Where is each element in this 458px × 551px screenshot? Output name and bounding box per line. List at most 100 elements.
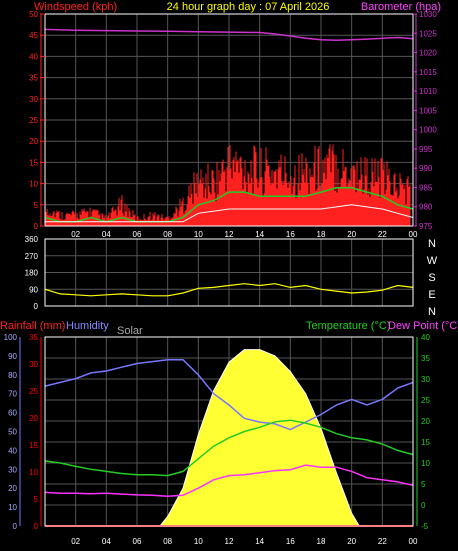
rainfall-tick-label: 30: [29, 360, 38, 369]
humidity-tick-label: 0: [13, 522, 18, 531]
humidity-axis-title: Humidity: [66, 320, 109, 332]
humidity-line: [44, 358, 414, 431]
time-tick-label: 08: [163, 230, 172, 239]
humidity-tick-label: 50: [8, 428, 17, 437]
temperature-tick-label: 10: [421, 459, 430, 468]
time-tick-label: 18: [317, 537, 326, 546]
humidity-tick-label: 30: [8, 465, 17, 474]
time-tick-label: 06: [133, 230, 142, 239]
dewpoint-axis-title: Dew Point (°C): [388, 320, 458, 332]
rainfall-tick-label: 5: [34, 495, 39, 504]
windspeed-tick-label: 30: [29, 95, 38, 104]
time-tick-label: 10: [194, 537, 203, 546]
direction-tick-label: 90: [29, 285, 38, 294]
time-tick-label: 22: [378, 230, 387, 239]
barometer-tick-label: 1005: [419, 106, 437, 115]
windspeed-tick-label: 0: [34, 222, 39, 231]
windspeed-tick-label: 5: [34, 201, 39, 210]
dewpoint-line: [44, 464, 414, 497]
time-tick-label: 08: [163, 537, 172, 546]
average-wind-line: [45, 204, 414, 223]
barometer-tick-label: 1000: [419, 126, 437, 135]
temperature-tick-label: 35: [421, 354, 430, 363]
windspeed-bars: [45, 144, 411, 226]
humidity-tick-label: 40: [8, 446, 17, 455]
time-tick-label: 18: [317, 230, 326, 239]
direction-label-w: W: [427, 255, 438, 267]
solar-area: [160, 349, 360, 526]
barometer-tick-label: 1030: [419, 10, 437, 19]
barometer-axis-title: Barometer (hpa): [361, 1, 441, 13]
humidity-tick-label: 90: [8, 352, 17, 361]
time-tick-label: 12: [225, 537, 234, 546]
humidity-tick-label: 80: [8, 371, 17, 380]
rainfall-tick-label: 25: [29, 387, 38, 396]
windspeed-tick-label: 20: [29, 137, 38, 146]
direction-tick-label: 180: [25, 269, 39, 278]
barometer-tick-label: 980: [419, 203, 433, 212]
temperature-tick-label: 0: [421, 501, 426, 510]
time-tick-label: 04: [102, 537, 111, 546]
direction-label-n-top: N: [428, 238, 436, 250]
chart-title: 24 hour graph day : 07 April 2026: [167, 1, 330, 13]
temperature-tick-label: 15: [421, 438, 430, 447]
rainfall-tick-label: 10: [29, 468, 38, 477]
windspeed-tick-label: 40: [29, 52, 38, 61]
windspeed-tick-label: 50: [29, 10, 38, 19]
barometer-tick-label: 990: [419, 164, 433, 173]
windspeed-axis-title: Windspeed (kph): [34, 1, 117, 13]
direction-tick-label: 270: [25, 252, 39, 261]
barometer-tick-label: 1025: [419, 29, 437, 38]
direction-label-n-bottom: N: [428, 306, 436, 318]
time-tick-label: 14: [255, 230, 264, 239]
temperature-line: [44, 419, 414, 477]
time-tick-label: 10: [194, 230, 203, 239]
rainfall-tick-label: 15: [29, 441, 38, 450]
time-tick-label: 04: [102, 230, 111, 239]
rainfall-tick-label: 35: [29, 333, 38, 342]
time-tick-label: 16: [286, 230, 295, 239]
temperature-tick-label: 20: [421, 417, 430, 426]
direction-label-s: S: [428, 272, 435, 284]
windspeed-tick-label: 25: [29, 116, 38, 125]
humidity-tick-label: 10: [8, 503, 17, 512]
barometer-line: [44, 28, 414, 41]
rainfall-axis-title: Rainfall (mm): [0, 320, 65, 332]
temperature-axis-title: Temperature (°C): [306, 320, 390, 332]
time-tick-label: 12: [225, 230, 234, 239]
barometer-tick-label: 975: [419, 222, 433, 231]
time-tick-label: 02: [71, 230, 80, 239]
temperature-tick-label: 25: [421, 396, 430, 405]
rainfall-tick-label: 20: [29, 414, 38, 423]
humidity-tick-label: 20: [8, 484, 17, 493]
humidity-tick-label: 60: [8, 409, 17, 418]
time-tick-label: 20: [347, 230, 356, 239]
barometer-tick-label: 995: [419, 145, 433, 154]
temperature-tick-label: 40: [421, 333, 430, 342]
windspeed-tick-label: 45: [29, 31, 38, 40]
time-tick-label: 14: [255, 537, 264, 546]
windspeed-tick-label: 10: [29, 180, 38, 189]
temperature-tick-label: 5: [421, 480, 426, 489]
temperature-tick-label: 30: [421, 375, 430, 384]
solar-outline: [159, 349, 360, 527]
time-tick-label: 20: [347, 537, 356, 546]
direction-tick-label: 0: [34, 302, 39, 311]
time-tick-label: 02: [71, 537, 80, 546]
time-tick-label: 16: [286, 537, 295, 546]
rainfall-tick-label: 0: [34, 522, 39, 531]
time-tick-label: 00: [409, 230, 418, 239]
barometer-tick-label: 1020: [419, 49, 437, 58]
humidity-tick-label: 100: [4, 333, 18, 342]
time-tick-label: 06: [133, 537, 142, 546]
barometer-tick-label: 1015: [419, 68, 437, 77]
direction-tick-label: 360: [25, 235, 39, 244]
temperature-tick-label: -5: [421, 522, 429, 531]
direction-label-e: E: [428, 289, 435, 301]
humidity-tick-label: 70: [8, 390, 17, 399]
windspeed-tick-label: 35: [29, 74, 38, 83]
barometer-tick-label: 985: [419, 183, 433, 192]
solar-axis-title: Solar: [117, 325, 143, 337]
time-tick-label: 22: [378, 537, 387, 546]
